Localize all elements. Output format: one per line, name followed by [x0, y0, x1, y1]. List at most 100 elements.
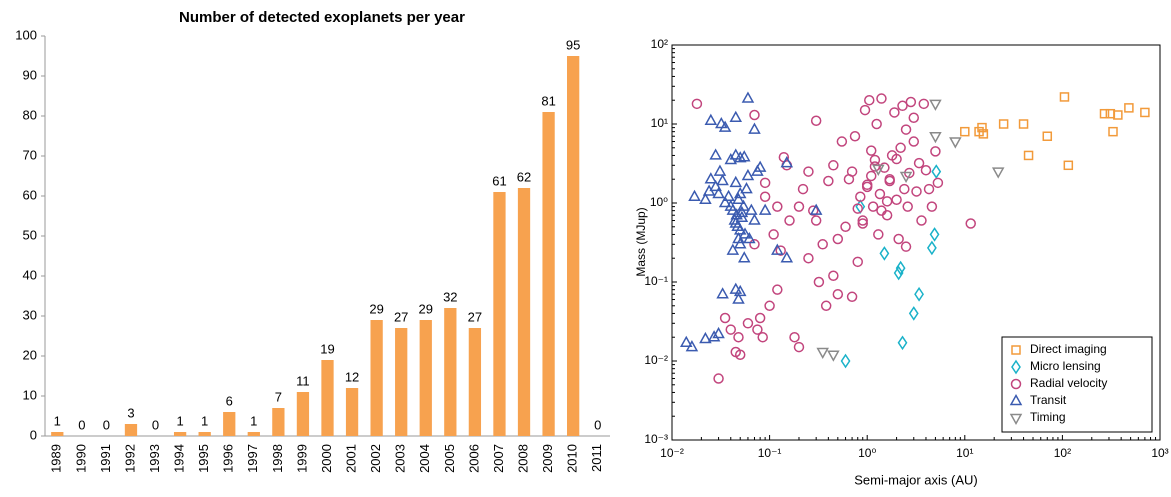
- point: [865, 170, 877, 182]
- point: [707, 330, 721, 342]
- x-tick-label: 1992: [122, 444, 137, 473]
- x-tick-label: 1994: [172, 444, 187, 473]
- point: [733, 151, 747, 163]
- x-tick-label: 1999: [294, 444, 309, 473]
- point: [715, 116, 728, 129]
- point: [820, 300, 832, 312]
- point: [832, 233, 844, 245]
- point: [733, 331, 744, 343]
- point: [807, 205, 819, 216]
- y-tick-label: 70: [23, 147, 37, 162]
- data-label: 29: [419, 301, 433, 316]
- point: [1108, 126, 1118, 137]
- y-tick-label: 10⁰: [650, 195, 668, 209]
- point: [908, 136, 920, 147]
- point: [1113, 110, 1123, 120]
- point: [809, 203, 823, 215]
- point: [716, 287, 729, 299]
- point: [949, 137, 962, 149]
- point: [699, 192, 712, 204]
- point: [745, 203, 758, 215]
- x-tick-label: 2010: [565, 444, 580, 473]
- point: [764, 300, 775, 312]
- point: [836, 136, 848, 147]
- y-tick-label: 30: [23, 307, 37, 322]
- point: [855, 191, 866, 202]
- point: [872, 164, 885, 176]
- x-tick-label: 1993: [147, 444, 162, 473]
- x-tick-label: 10⁻²: [660, 446, 684, 460]
- point: [1023, 150, 1034, 161]
- point: [911, 186, 922, 197]
- point: [748, 213, 761, 225]
- point: [732, 292, 745, 304]
- point: [780, 156, 794, 168]
- point: [737, 150, 751, 162]
- y-tick-label: 40: [23, 267, 37, 282]
- bar: [419, 320, 432, 436]
- point: [871, 118, 882, 130]
- x-tick-label: 2011: [589, 444, 604, 472]
- x-tick-label: 10⁰: [858, 446, 876, 460]
- point: [759, 177, 771, 189]
- data-label: 61: [492, 173, 506, 188]
- point: [869, 161, 881, 172]
- point: [688, 189, 701, 201]
- bar: [173, 432, 187, 436]
- point: [1140, 107, 1150, 118]
- point: [965, 218, 976, 229]
- point: [932, 177, 944, 189]
- point: [712, 186, 725, 199]
- point: [699, 331, 712, 344]
- point: [732, 192, 745, 204]
- point: [827, 350, 840, 362]
- x-tick-label: 2007: [491, 444, 506, 473]
- point: [738, 227, 752, 239]
- point: [908, 306, 919, 321]
- point: [873, 229, 884, 240]
- point: [757, 331, 768, 343]
- y-tick-label: 10⁻¹: [644, 274, 668, 288]
- y-tick-label: 0: [30, 427, 37, 442]
- legend-box: [1001, 336, 1153, 433]
- point: [716, 173, 729, 186]
- y-tick-label: 10²: [651, 37, 668, 51]
- data-label: 1: [250, 413, 257, 428]
- data-label: 6: [226, 393, 233, 408]
- point: [741, 168, 755, 181]
- point: [828, 160, 839, 171]
- point: [704, 172, 718, 184]
- x-tick-label: 2005: [442, 444, 457, 473]
- point: [733, 237, 747, 249]
- point: [840, 353, 851, 369]
- x-tick-label: 10¹: [956, 446, 973, 460]
- point: [733, 284, 747, 297]
- point: [719, 312, 731, 324]
- point: [852, 256, 863, 268]
- x-tick-label: 2001: [344, 444, 359, 473]
- point: [891, 153, 902, 165]
- y-tick-label: 90: [23, 67, 37, 82]
- point: [729, 175, 743, 188]
- point: [740, 182, 753, 194]
- point: [730, 208, 743, 220]
- data-label: 0: [78, 417, 85, 432]
- point: [784, 215, 795, 226]
- point: [1042, 131, 1053, 141]
- point: [793, 341, 805, 353]
- point: [734, 349, 746, 360]
- point: [893, 233, 904, 245]
- point: [926, 240, 937, 256]
- point: [732, 231, 745, 244]
- point: [905, 96, 917, 108]
- point: [859, 104, 871, 116]
- point: [737, 251, 751, 263]
- point: [726, 243, 740, 255]
- y-tick-label: 10⁻²: [644, 353, 668, 367]
- x-tick-label: 1989: [49, 444, 64, 473]
- point: [920, 164, 932, 176]
- point: [743, 231, 756, 244]
- point: [923, 183, 935, 195]
- legend-label: Radial velocity: [1030, 376, 1107, 390]
- x-tick-label: 1995: [196, 444, 211, 473]
